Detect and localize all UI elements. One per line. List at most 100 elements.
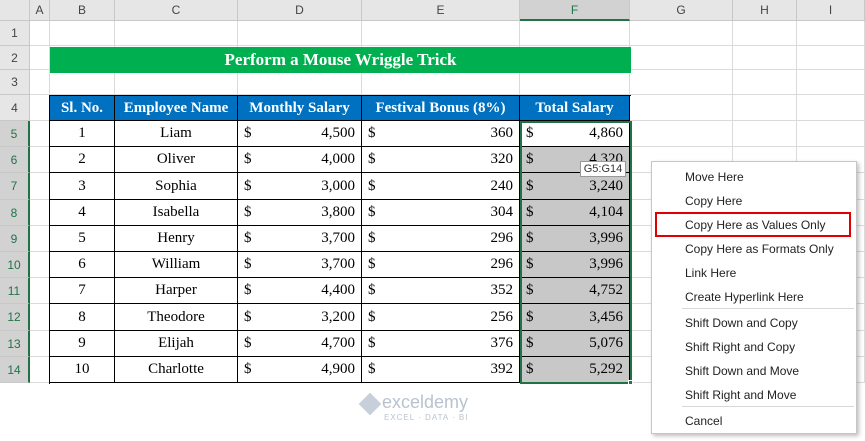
cell-value: Harper (155, 282, 197, 298)
menu-item[interactable]: Copy Here (685, 194, 743, 208)
table-cell: $240 (362, 173, 520, 200)
table-cell: 8 (50, 304, 115, 331)
table-cell: $352 (362, 278, 520, 304)
menu-item[interactable]: Create Hyperlink Here (685, 290, 804, 304)
table-cell: Theodore (115, 304, 238, 331)
currency: $ (244, 282, 252, 298)
currency: $ (526, 282, 534, 298)
column-header: G (630, 0, 733, 21)
grid-cell (30, 21, 50, 46)
currency: $ (526, 335, 534, 351)
grid-cell (30, 147, 50, 173)
grid-cell (30, 70, 50, 95)
currency: $ (244, 361, 252, 377)
menu-item[interactable]: Copy Here as Values Only (685, 218, 826, 232)
currency: $ (526, 230, 534, 246)
cell-value: 3,996 (589, 230, 623, 246)
currency: $ (526, 204, 534, 220)
row-header: 9 (0, 226, 30, 252)
column-header: H (733, 0, 797, 21)
table-cell: 6 (50, 252, 115, 278)
grid-cell (733, 95, 797, 121)
menu-item[interactable]: Copy Here as Formats Only (685, 242, 834, 256)
menu-item[interactable]: Shift Down and Move (685, 364, 800, 378)
currency: $ (526, 361, 534, 377)
column-header: I (797, 0, 865, 21)
currency: $ (244, 151, 252, 167)
row-header: 1 (0, 21, 30, 46)
grid-cell (30, 331, 50, 357)
table-cell: $3,996 (520, 252, 630, 278)
grid-cell (630, 95, 733, 121)
currency: $ (244, 335, 252, 351)
grid-cell (50, 21, 115, 46)
cell-value: 4 (78, 204, 86, 220)
row-header: 11 (0, 278, 30, 304)
grid-cell (630, 46, 733, 70)
cell-value: 320 (490, 151, 514, 167)
grid-cell (30, 95, 50, 121)
grid-cell (733, 46, 797, 70)
cell-value: 3,996 (589, 256, 623, 272)
table-cell: Oliver (115, 147, 238, 173)
cell-value: 6 (78, 256, 86, 272)
menu-item[interactable]: Shift Right and Copy (685, 340, 796, 354)
selection-outline (520, 121, 632, 384)
title: Perform a Mouse Wriggle Trick (50, 47, 631, 73)
table-cell: $5,076 (520, 331, 630, 357)
currency: $ (244, 204, 252, 220)
table-cell: $4,104 (520, 200, 630, 226)
column-header: B (50, 0, 115, 21)
currency: $ (368, 282, 376, 298)
row-header: 12 (0, 304, 30, 331)
table-cell: $4,900 (238, 357, 362, 383)
table-header: Employee Name (115, 96, 238, 121)
table-cell: $256 (362, 304, 520, 331)
menu-item[interactable]: Cancel (685, 414, 723, 428)
cell-value: 4,000 (321, 151, 355, 167)
cell-value: 10 (74, 361, 90, 377)
row-header: 13 (0, 331, 30, 357)
column-header: D (238, 0, 362, 21)
cell-value: Sophia (155, 177, 197, 194)
currency: $ (244, 256, 252, 272)
table-cell: $3,700 (238, 252, 362, 278)
cell-value: 3,240 (589, 177, 623, 194)
currency: $ (368, 151, 376, 167)
cell-value: 9 (78, 335, 86, 351)
grid-cell (630, 121, 733, 147)
cell-value: 4,104 (589, 204, 623, 220)
currency: $ (244, 125, 252, 141)
cell-value: 4,900 (321, 361, 355, 377)
menu-separator (682, 406, 854, 407)
table-border (49, 95, 631, 384)
table-cell: 10 (50, 357, 115, 383)
currency: $ (526, 177, 534, 194)
currency: $ (368, 308, 376, 325)
cell-value: 3,000 (321, 177, 355, 194)
table-cell: $3,800 (238, 200, 362, 226)
grid-cell (797, 95, 865, 121)
menu-item[interactable]: Shift Right and Move (685, 388, 797, 402)
cell-value: Charlotte (148, 361, 204, 377)
table-cell: Harper (115, 278, 238, 304)
menu-item[interactable]: Link Here (685, 266, 737, 280)
grid-cell (50, 70, 115, 95)
cell-value: William (151, 256, 201, 272)
cell-value: 392 (490, 361, 514, 377)
table-cell: 4 (50, 200, 115, 226)
row-header: 10 (0, 252, 30, 278)
cell-value: 1 (78, 125, 86, 141)
grid-cell (733, 121, 797, 147)
cell-value: 2 (78, 151, 86, 167)
menu-item[interactable]: Shift Down and Copy (685, 316, 798, 330)
cell-value: 3,700 (321, 230, 355, 246)
menu-item[interactable]: Move Here (685, 170, 744, 184)
currency: $ (526, 125, 534, 141)
row-header: 3 (0, 70, 30, 95)
grid-cell (797, 121, 865, 147)
table-cell: Isabella (115, 200, 238, 226)
grid-cell (30, 304, 50, 331)
cell-value: 376 (490, 335, 514, 351)
currency: $ (244, 177, 252, 194)
